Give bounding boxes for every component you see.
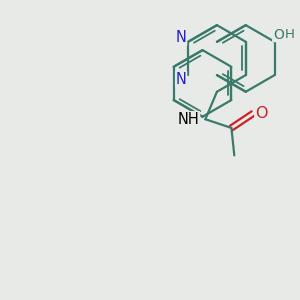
Text: H: H: [285, 28, 295, 41]
Text: N: N: [176, 30, 187, 45]
Text: O: O: [255, 106, 268, 121]
Text: N: N: [176, 72, 187, 87]
Text: NH: NH: [178, 112, 200, 127]
Text: OH: OH: [273, 28, 294, 42]
